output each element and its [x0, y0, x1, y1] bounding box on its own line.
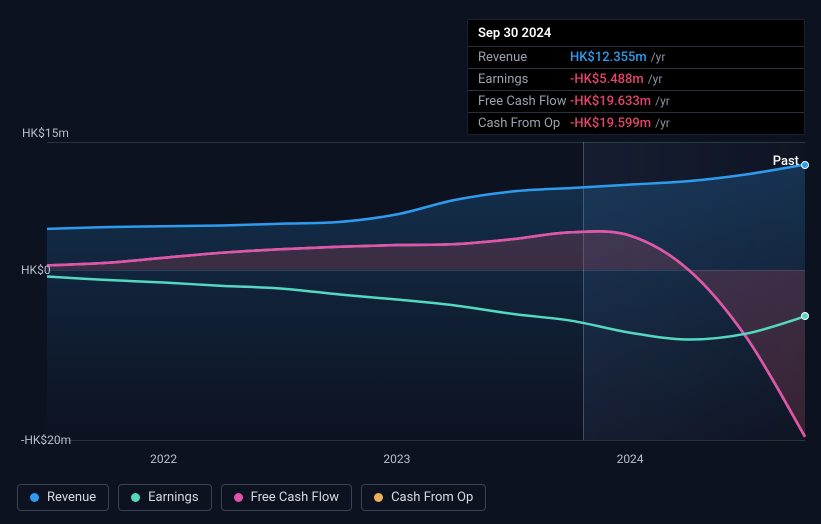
tooltip-label: Cash From Op	[478, 116, 570, 131]
legend-label: Cash From Op	[391, 490, 473, 505]
legend-item[interactable]: Free Cash Flow	[221, 484, 352, 511]
tooltip-unit: /yr	[651, 50, 666, 64]
tooltip-label: Free Cash Flow	[478, 94, 570, 109]
y-axis-label-top: HK$15m	[22, 126, 69, 140]
tooltip-value: -HK$5.488m	[570, 72, 644, 87]
legend-label: Revenue	[47, 490, 96, 505]
legend-item[interactable]: Cash From Op	[361, 484, 486, 511]
y-axis-label-bot: -HK$20m	[21, 433, 71, 447]
legend-item[interactable]: Earnings	[118, 484, 211, 511]
legend-dot-icon	[374, 493, 383, 502]
chart-area: HK$0 -HK$20m Past	[17, 142, 805, 440]
legend-label: Free Cash Flow	[251, 490, 339, 505]
chart-svg	[47, 142, 805, 440]
tooltip-panel: Sep 30 2024 RevenueHK$12.355m/yrEarnings…	[467, 19, 805, 135]
tooltip-row: Free Cash Flow-HK$19.633m/yr	[468, 90, 804, 112]
series-end-dot	[801, 312, 809, 320]
legend-label: Earnings	[148, 490, 198, 505]
legend-item[interactable]: Revenue	[17, 484, 109, 511]
legend-dot-icon	[131, 493, 140, 502]
grid-line-bot	[47, 440, 805, 441]
series-end-dot	[801, 161, 809, 169]
tooltip-row: Cash From Op-HK$19.599m/yr	[468, 112, 804, 134]
x-axis-label: 2024	[617, 452, 644, 466]
tooltip-label: Revenue	[478, 50, 570, 65]
tooltip-unit: /yr	[655, 116, 670, 130]
legend-dot-icon	[234, 493, 243, 502]
tooltip-label: Earnings	[478, 72, 570, 87]
legend-dot-icon	[30, 493, 39, 502]
tooltip-row: RevenueHK$12.355m/yr	[468, 46, 804, 68]
tooltip-unit: /yr	[648, 72, 663, 86]
x-axis-label: 2023	[383, 452, 410, 466]
tooltip-row: Earnings-HK$5.488m/yr	[468, 68, 804, 90]
legend: Revenue Earnings Free Cash Flow Cash From O…	[17, 484, 486, 511]
tooltip-value: -HK$19.599m	[570, 116, 651, 131]
x-axis-label: 2022	[150, 452, 177, 466]
tooltip-value: -HK$19.633m	[570, 94, 651, 109]
tooltip-value: HK$12.355m	[570, 50, 647, 65]
y-axis-label-zero: HK$0	[21, 263, 51, 277]
tooltip-date: Sep 30 2024	[468, 20, 804, 46]
tooltip-unit: /yr	[655, 94, 670, 108]
plot-area	[47, 142, 805, 440]
